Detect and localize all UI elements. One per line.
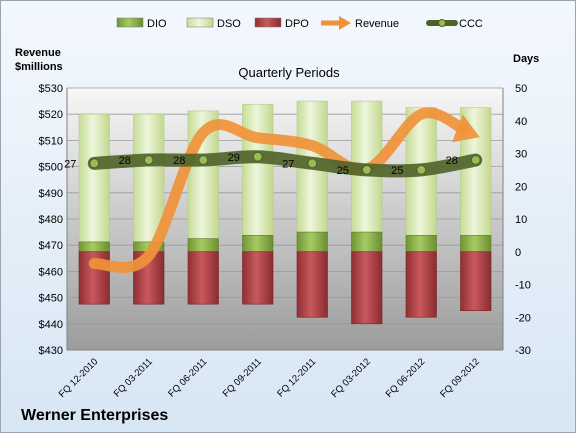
dio-bar	[351, 231, 383, 253]
category-label: FQ 03-2011	[112, 356, 155, 399]
left-tick-label: $450	[39, 293, 63, 305]
left-tick-label: $500	[39, 162, 63, 174]
right-axis-title: Days	[513, 53, 540, 65]
category-label: FQ 03-2012	[329, 356, 373, 400]
ccc-point	[89, 158, 100, 169]
right-tick-label: -20	[515, 312, 531, 324]
left-tick-label: $470	[39, 240, 63, 252]
ccc-data-label: 28	[446, 155, 458, 167]
dpo-bar	[242, 251, 274, 305]
ccc-data-label: 28	[119, 155, 131, 167]
dio-bar	[242, 235, 274, 253]
left-tick-label: $510	[39, 135, 63, 147]
right-tick-label: 50	[515, 83, 527, 95]
right-tick-label: 10	[515, 214, 527, 226]
ccc-data-label: 25	[337, 165, 349, 177]
dio-bar	[405, 235, 437, 253]
legend-label-dpo: DPO	[285, 18, 309, 30]
category-label: FQ 12-2010	[57, 356, 101, 400]
category-label: FQ 12-2011	[275, 356, 318, 399]
revenue-line	[88, 107, 470, 274]
left-tick-label: $530	[39, 83, 63, 95]
chart-subtitle: Quarterly Periods	[238, 65, 340, 80]
ccc-point	[470, 154, 481, 166]
dso-bar	[133, 113, 165, 243]
dio-bar	[460, 235, 492, 253]
left-tick-label: $520	[39, 109, 63, 121]
ccc-point	[361, 164, 372, 175]
right-tick-label: -10	[515, 280, 531, 292]
ccc-point	[143, 154, 154, 166]
left-tick-label: $430	[39, 345, 63, 357]
legend-swatch-ccc-marker	[438, 19, 446, 27]
legend-swatch-dso	[186, 17, 214, 28]
ccc-data-label: 27	[282, 158, 294, 170]
right-tick-label: 20	[515, 181, 527, 193]
ccc-point	[307, 158, 318, 169]
dso-bar	[78, 113, 110, 243]
dpo-bar	[460, 251, 492, 312]
ccc-data-label: 27	[64, 158, 76, 170]
company-name: Werner Enterprises	[21, 407, 169, 424]
category-label: FQ 09-2011	[221, 356, 264, 399]
dpo-bar	[187, 251, 219, 305]
legend-swatch-dio	[116, 17, 144, 28]
left-tick-label: $480	[39, 214, 63, 226]
left-tick-label: $460	[39, 266, 63, 278]
ccc-data-label: 29	[228, 152, 240, 164]
dso-bar	[242, 104, 274, 236]
legend-swatch-revenue-head	[339, 16, 351, 30]
ccc-point	[198, 154, 209, 166]
ccc-point	[416, 164, 427, 175]
right-tick-label: -30	[515, 345, 531, 357]
dpo-bar	[351, 251, 383, 325]
category-label: FQ 06-2012	[384, 356, 428, 400]
category-label: FQ 09-2012	[438, 356, 482, 400]
ccc-data-label: 28	[173, 155, 185, 167]
dpo-bar	[405, 251, 437, 318]
legend-label-revenue: Revenue	[355, 18, 399, 30]
right-tick-label: 0	[515, 247, 521, 259]
left-tick-label: $440	[39, 319, 63, 331]
legend-label-dso: DSO	[217, 18, 241, 30]
category-label: FQ 06-2011	[166, 356, 209, 399]
legend-label-dio: DIO	[147, 18, 167, 30]
dio-bar	[187, 238, 219, 253]
legend-swatch-dpo	[254, 17, 282, 28]
revenue-arrowhead	[451, 114, 480, 143]
legend-label-ccc: CCC	[459, 18, 483, 30]
dpo-bar	[296, 251, 328, 318]
left-axis-title: Revenue $millions	[15, 47, 63, 73]
right-tick-label: 30	[515, 149, 527, 161]
dio-bar	[78, 241, 110, 253]
right-tick-label: 40	[515, 116, 527, 128]
ccc-point	[252, 151, 263, 162]
left-tick-label: $490	[39, 188, 63, 200]
dio-bar	[296, 231, 328, 253]
ccc-data-label: 25	[391, 165, 403, 177]
